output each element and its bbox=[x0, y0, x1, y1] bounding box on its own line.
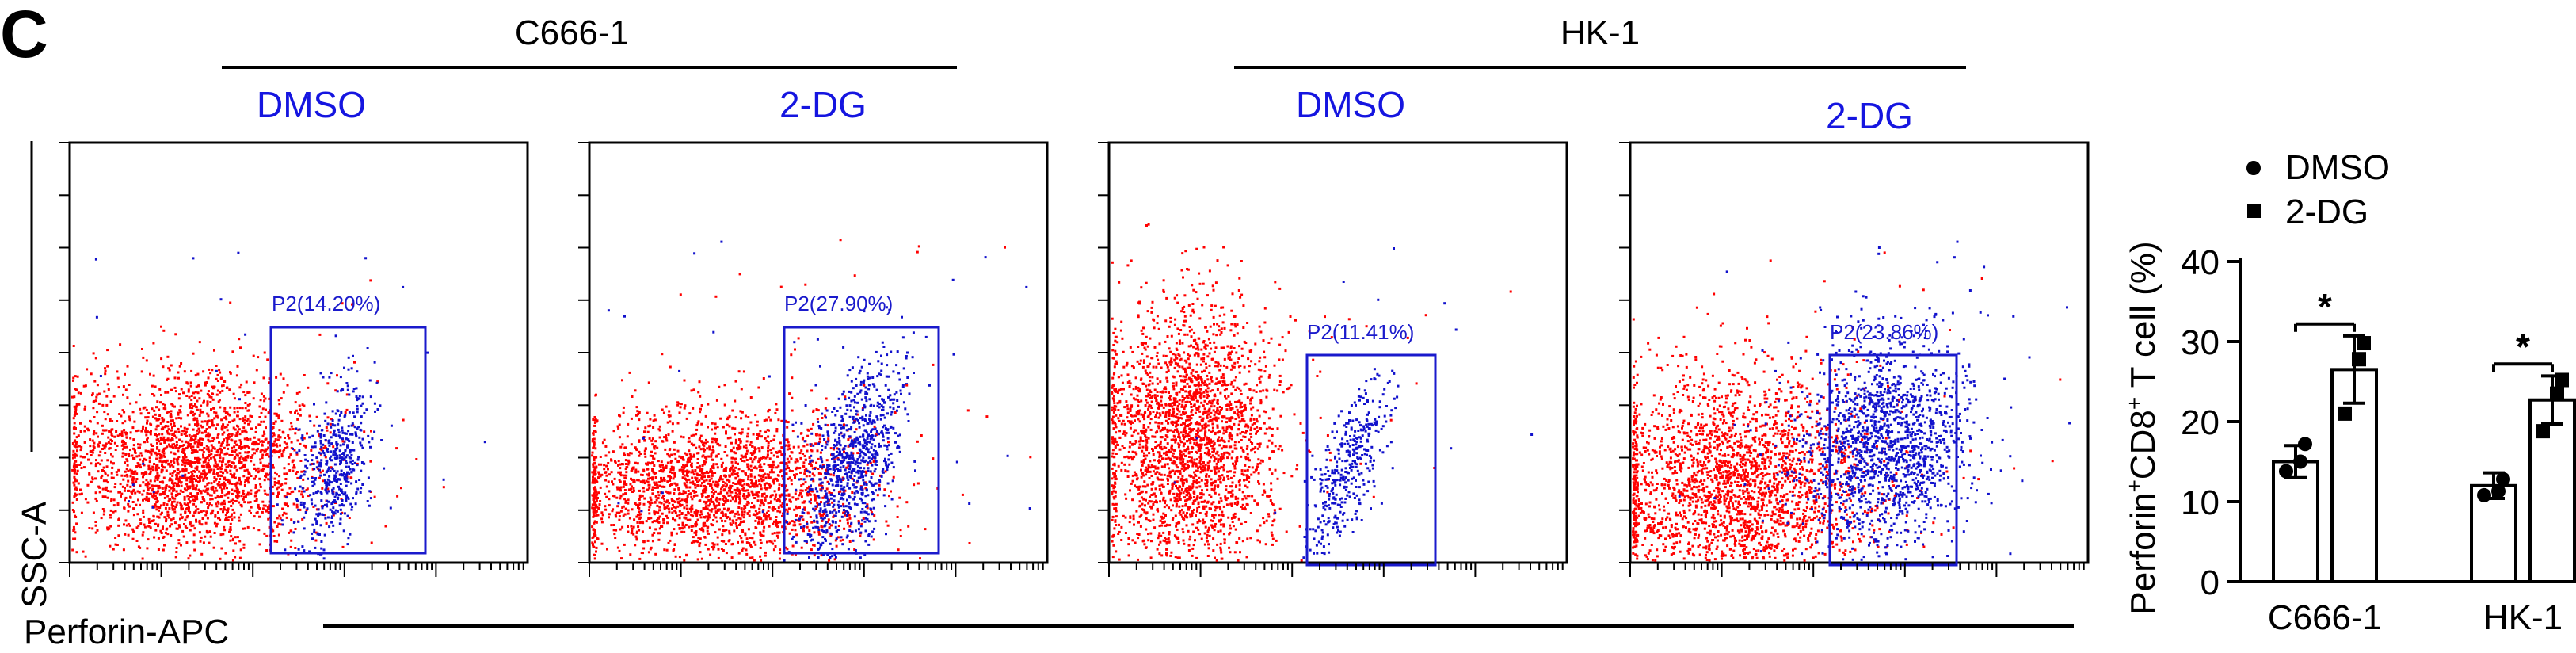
bar-category-label-0: C666-1 bbox=[2268, 598, 2382, 637]
point-1-0-0 bbox=[2477, 487, 2491, 502]
ylabel-part-1: + bbox=[2122, 479, 2147, 492]
ylabel-part-2: CD8 bbox=[2124, 410, 2163, 479]
y-axis-label-flow: SSC-A bbox=[15, 501, 54, 608]
treatment-label-2: DMSO bbox=[1296, 84, 1405, 125]
flow-axis-ticks bbox=[59, 142, 2085, 577]
point-1-1-1 bbox=[2550, 386, 2564, 401]
legend-dmso-marker bbox=[2246, 161, 2261, 175]
treatment-label-3: 2-DG bbox=[1826, 95, 1913, 136]
bar-category-label-1: HK-1 bbox=[2483, 598, 2563, 637]
point-0-1-1 bbox=[2352, 352, 2366, 367]
group-header-hk1: HK-1 bbox=[1560, 13, 1640, 52]
point-1-0-1 bbox=[2491, 483, 2506, 498]
x-axis-label-flow: Perforin-APC bbox=[24, 613, 229, 651]
legend-2dg-marker bbox=[2247, 204, 2261, 218]
gate-label-2: P2(11.41%) bbox=[1307, 320, 1414, 344]
bar-y-tick-label-2: 20 bbox=[2181, 403, 2220, 442]
bar-y-tick-label-0: 0 bbox=[2201, 563, 2220, 602]
sig-star-0: * bbox=[2318, 286, 2332, 327]
ylabel-part-4: T cell (%) bbox=[2124, 241, 2163, 396]
point-0-1-0 bbox=[2338, 406, 2352, 421]
bar-y-tick-label-4: 40 bbox=[2181, 243, 2220, 282]
point-0-0-0 bbox=[2279, 464, 2293, 479]
gate-box-0 bbox=[269, 326, 427, 555]
gate-label-0: P2(14.20%) bbox=[272, 292, 380, 315]
flow-events-1 bbox=[591, 239, 1032, 562]
panel-letter: C bbox=[0, 0, 48, 71]
bar-y-tick-label-1: 10 bbox=[2181, 483, 2220, 522]
legend-dmso-label: DMSO bbox=[2285, 148, 2390, 187]
flow-events-0 bbox=[71, 251, 486, 562]
sig-star-1: * bbox=[2516, 326, 2530, 367]
treatment-label-0: DMSO bbox=[257, 84, 366, 125]
bar-1-0 bbox=[2470, 483, 2517, 583]
flow-plot-frame-1 bbox=[588, 141, 1049, 564]
gate-label-3: P2(23.86%) bbox=[1830, 320, 1938, 344]
point-0-1-2 bbox=[2357, 336, 2371, 351]
bar-y-axis-label: Perforin+CD8+ T cell (%) bbox=[2122, 241, 2163, 614]
bar-0-0 bbox=[2272, 460, 2319, 583]
ylabel-part-3: + bbox=[2122, 397, 2147, 410]
group-header-c666: C666-1 bbox=[515, 13, 629, 52]
flow-events-2 bbox=[1111, 223, 1534, 562]
legend-2dg-label: 2-DG bbox=[2285, 193, 2368, 231]
point-0-0-1 bbox=[2293, 454, 2307, 469]
bar-chart: 0 10 20 30 40 * C666-1 * HK-1 bbox=[2181, 243, 2576, 637]
gate-box-3 bbox=[1828, 353, 1958, 567]
gate-box-1 bbox=[783, 326, 940, 555]
ylabel-part-0: Perforin bbox=[2124, 493, 2163, 615]
point-1-0-2 bbox=[2496, 472, 2510, 487]
point-0-0-2 bbox=[2298, 437, 2312, 452]
flow-events-3 bbox=[1632, 240, 2071, 562]
bar-y-tick-label-3: 30 bbox=[2181, 323, 2220, 362]
bar-0-1 bbox=[2330, 368, 2378, 583]
point-1-1-0 bbox=[2536, 424, 2550, 439]
gate-label-1: P2(27.90%) bbox=[784, 292, 893, 315]
treatment-label-1: 2-DG bbox=[779, 84, 867, 125]
gate-box-2 bbox=[1305, 353, 1437, 567]
point-1-1-2 bbox=[2555, 372, 2569, 388]
